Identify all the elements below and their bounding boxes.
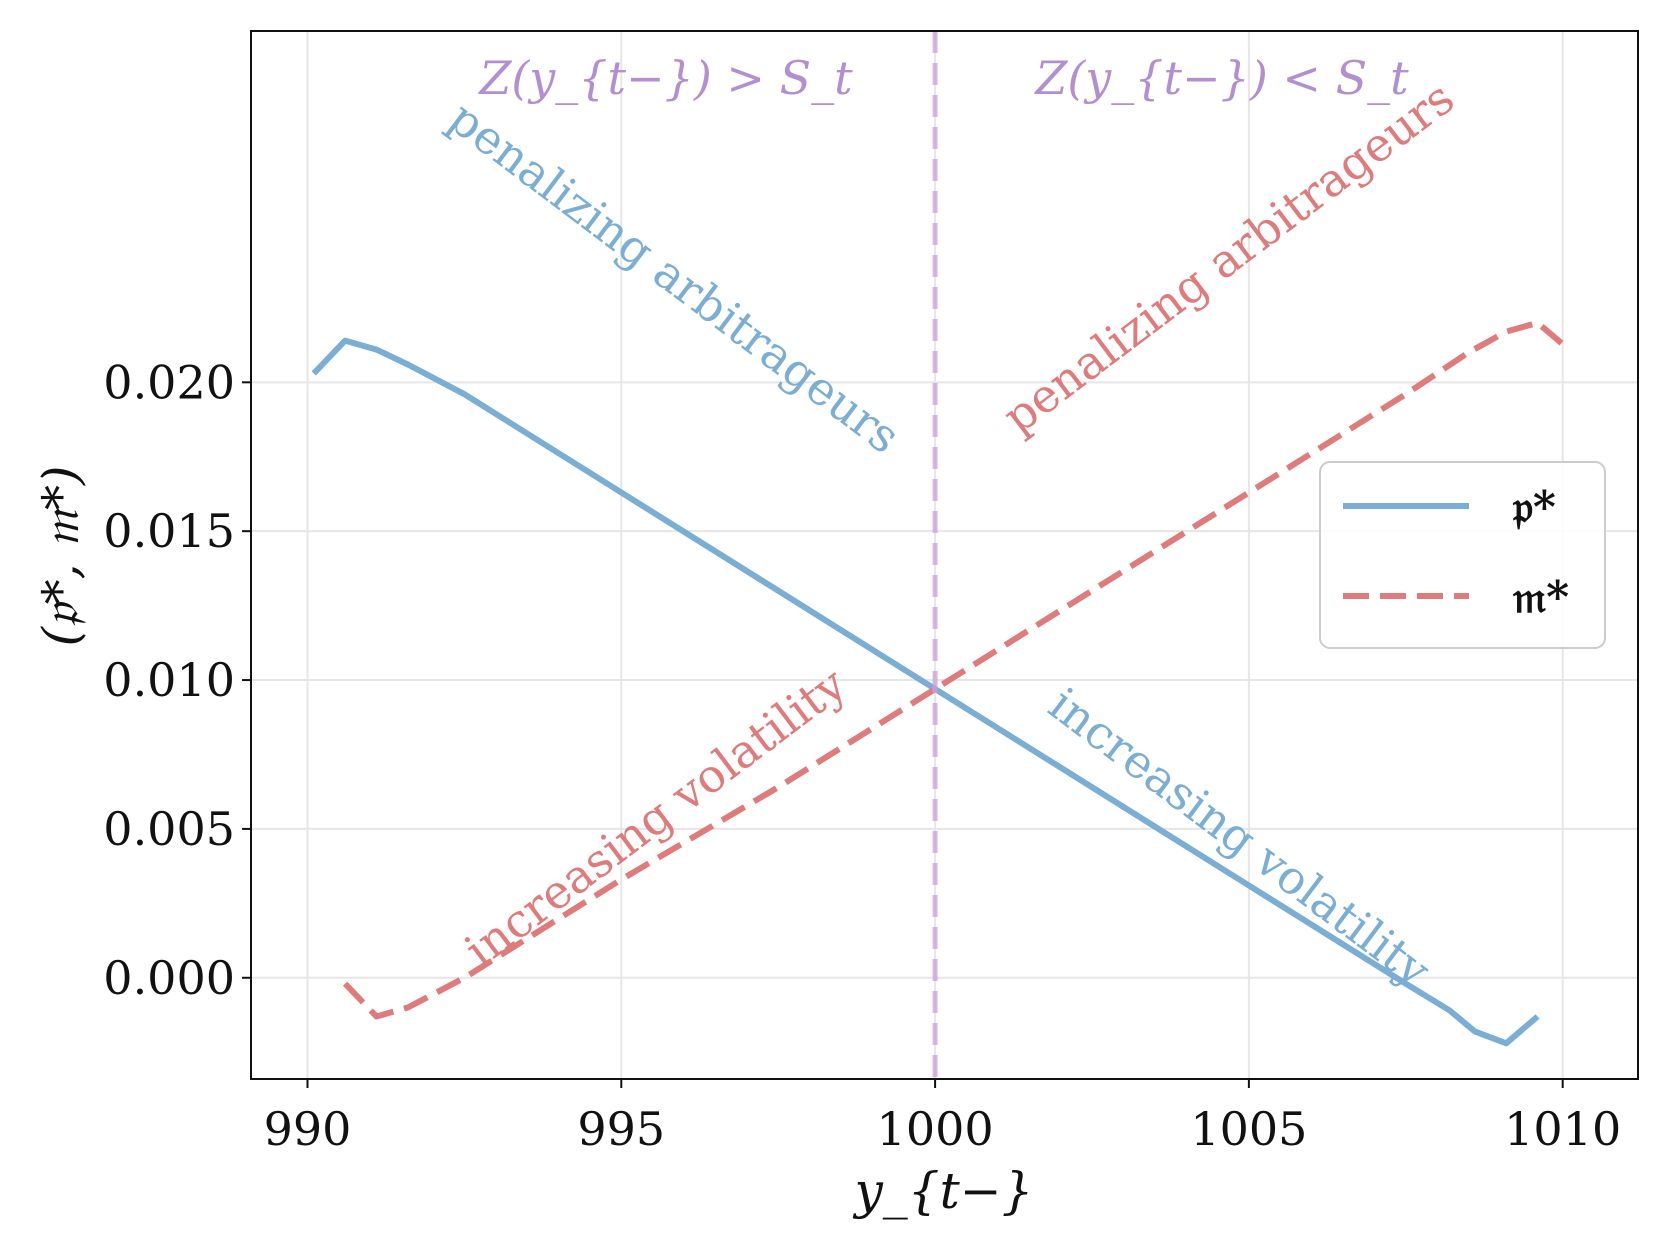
x-axis: 990 995 1000 1005 1010 xyxy=(264,1079,1621,1156)
x-tick-label: 990 xyxy=(264,1102,352,1156)
x-tick-label: 995 xyxy=(577,1102,665,1156)
plot-frame xyxy=(250,30,1639,1080)
legend: 𝔭* 𝔪* xyxy=(1319,461,1606,649)
x-tick-label: 1005 xyxy=(1190,1102,1307,1156)
y-tick-label: 0.015 xyxy=(103,504,235,558)
x-tick-label: 1000 xyxy=(877,1102,994,1156)
x-axis-label: y_{t−} xyxy=(853,1162,1034,1220)
region-label-right: Z(y_{t−}) < S_t xyxy=(1033,51,1409,105)
y-tick-label: 0.010 xyxy=(103,653,235,707)
legend-label-p: 𝔭* xyxy=(1512,482,1556,533)
series-line-m xyxy=(342,319,1571,1020)
y-axis-label: (𝔭*, 𝔪*) xyxy=(32,465,90,646)
x-tick-label: 1010 xyxy=(1504,1102,1621,1156)
legend-label-m: 𝔪* xyxy=(1512,572,1569,623)
y-tick-label: 0.005 xyxy=(103,802,235,856)
region-label-left: Z(y_{t−}) > S_t xyxy=(477,51,853,105)
annotation-p-penalizing: penalizing arbitrageurs xyxy=(439,90,910,464)
y-tick-label: 0.000 xyxy=(103,951,235,1005)
annotation-p-volatility: increasing volatility xyxy=(1039,677,1440,998)
annotation-m-volatility: increasing volatility xyxy=(455,657,856,978)
annotation-m-penalizing: penalizing arbitrageurs xyxy=(993,70,1464,444)
y-axis: 0.000 0.005 0.010 0.015 0.020 xyxy=(103,355,251,1005)
y-tick-label: 0.020 xyxy=(103,355,235,409)
